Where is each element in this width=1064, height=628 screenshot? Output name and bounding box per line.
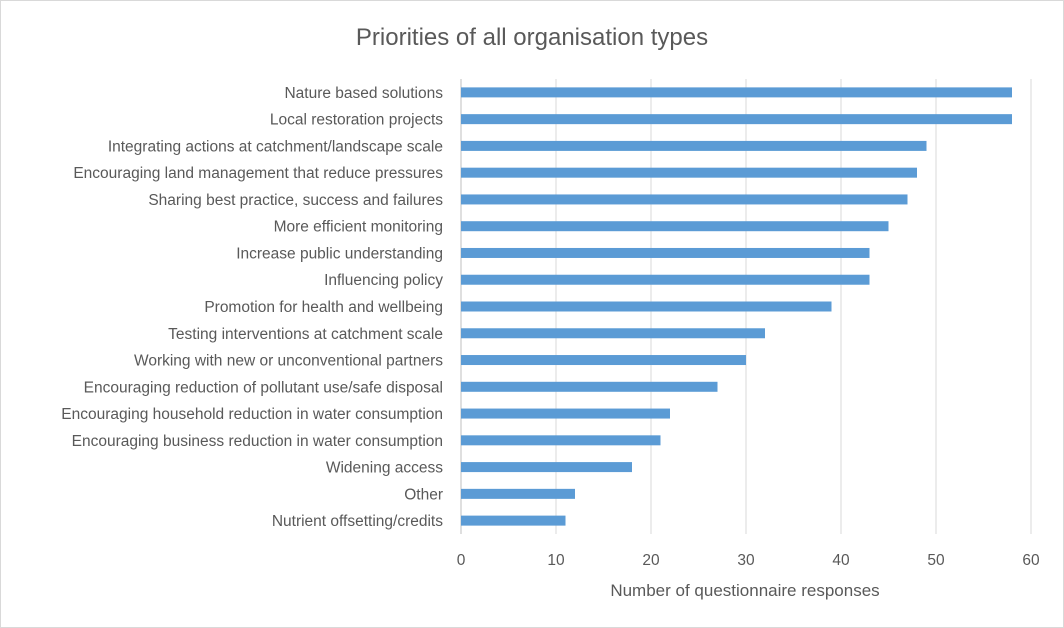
category-label: Promotion for health and wellbeing: [204, 299, 443, 316]
category-label: Encouraging land management that reduce …: [73, 165, 443, 182]
x-tick-label: 0: [457, 552, 466, 569]
category-label: More efficient monitoring: [274, 219, 443, 236]
bar: [461, 221, 889, 232]
category-label: Encouraging business reduction in water …: [72, 433, 443, 450]
category-labels: Nature based solutions Local restoration …: [61, 85, 443, 530]
x-tick-label: 30: [737, 552, 755, 569]
category-label: Influencing policy: [324, 272, 443, 289]
category-label: Nutrient offsetting/credits: [272, 513, 443, 530]
bar: [461, 140, 927, 151]
x-tick-label: 10: [547, 552, 565, 569]
x-tick-labels: 0 10 20 30 40 50 60: [457, 552, 1040, 569]
bar: [461, 462, 632, 473]
bar: [461, 167, 917, 178]
bar: [461, 274, 870, 285]
bar: [461, 435, 661, 446]
category-label: Testing interventions at catchment scale: [168, 326, 443, 343]
chart-title: Priorities of all organisation types: [356, 24, 708, 51]
bars: [461, 87, 1012, 526]
category-label: Other: [404, 486, 443, 503]
x-tick-label: 40: [832, 552, 850, 569]
category-label: Encouraging household reduction in water…: [61, 406, 443, 423]
bar: [461, 194, 908, 205]
bar: [461, 301, 832, 312]
category-label: Working with new or unconventional partn…: [134, 353, 443, 370]
bar: [461, 381, 718, 392]
x-tick-label: 20: [642, 552, 660, 569]
bar: [461, 328, 765, 339]
bar: [461, 355, 746, 366]
bar: [461, 87, 1012, 98]
category-label: Sharing best practice, success and failu…: [148, 192, 443, 209]
x-axis-title: Number of questionnaire responses: [610, 581, 879, 600]
category-label: Local restoration projects: [270, 112, 443, 129]
category-label: Increase public understanding: [236, 245, 443, 262]
bar: [461, 114, 1012, 125]
bar: [461, 488, 575, 499]
x-tick-label: 50: [927, 552, 945, 569]
bar: [461, 515, 566, 526]
bar: [461, 408, 670, 419]
category-label: Encouraging reduction of pollutant use/s…: [84, 379, 443, 396]
x-tick-label: 60: [1022, 552, 1040, 569]
category-label: Widening access: [326, 460, 443, 477]
category-label: Integrating actions at catchment/landsca…: [108, 138, 443, 155]
category-label: Nature based solutions: [284, 85, 443, 102]
bar: [461, 247, 870, 258]
